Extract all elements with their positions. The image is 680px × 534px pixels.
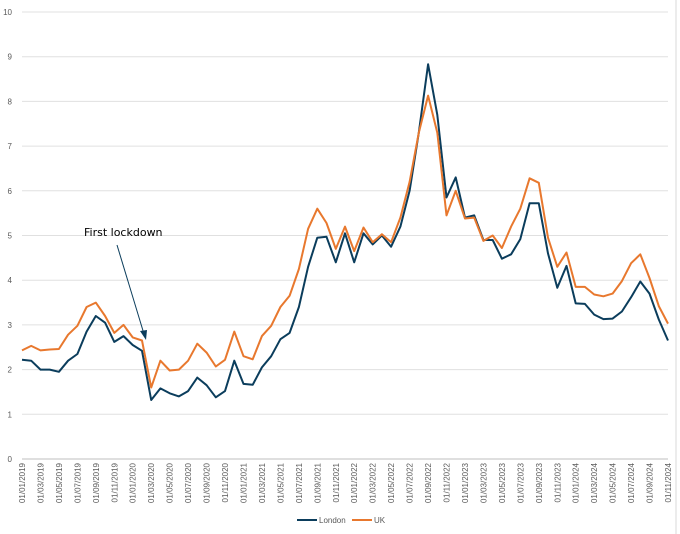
x-tick-label: 01/09/2023 [535, 462, 544, 503]
legend-label-london: London [319, 516, 346, 525]
legend: London UK [297, 516, 386, 525]
x-tick-label: 01/01/2020 [129, 462, 138, 503]
y-tick-label: 3 [8, 321, 13, 330]
series-line-london [21, 63, 669, 401]
y-tick-label: 2 [8, 366, 13, 375]
annotation-first-lockdown: First lockdown [84, 226, 163, 340]
x-tick-label: 01/07/2020 [184, 462, 193, 503]
x-tick-label: 01/05/2023 [498, 462, 507, 503]
x-tick-label: 01/07/2022 [406, 462, 415, 503]
series-points-uk [21, 95, 669, 388]
x-tick-label: 01/05/2020 [166, 462, 175, 503]
x-tick-label: 01/09/2020 [203, 462, 212, 503]
x-tick-label: 01/09/2022 [424, 462, 433, 503]
x-tick-label: 01/11/2021 [332, 462, 341, 502]
x-tick-label: 01/07/2024 [627, 462, 636, 503]
x-tick-label: 01/11/2023 [553, 462, 562, 502]
x-tick-label: 01/01/2024 [572, 462, 581, 503]
y-tick-label: 7 [8, 142, 13, 151]
x-tick-label: 01/11/2024 [664, 462, 673, 502]
series-lines [21, 63, 669, 401]
y-tick-label: 1 [8, 410, 13, 419]
x-tick-label: 01/01/2023 [461, 462, 470, 503]
x-tick-label: 01/11/2020 [221, 462, 230, 502]
x-tick-label: 01/03/2022 [369, 462, 378, 503]
annotation-label: First lockdown [84, 226, 163, 239]
x-tick-label: 01/09/2024 [646, 462, 655, 503]
gridlines [22, 11, 668, 460]
x-axis-ticks: 01/01/2019 01/03/2019 01/05/2019 01/07/2019… [18, 462, 673, 503]
x-tick-label: 01/07/2019 [73, 462, 82, 503]
x-tick-label: 01/07/2023 [516, 462, 525, 503]
legend-label-uk: UK [374, 516, 386, 525]
y-tick-label: 5 [8, 232, 13, 241]
x-tick-label: 01/05/2024 [609, 462, 618, 503]
x-tick-label: 01/09/2019 [92, 462, 101, 503]
x-tick-label: 01/07/2021 [295, 462, 304, 503]
x-tick-label: 01/05/2022 [387, 462, 396, 503]
annotation-arrow [116, 244, 145, 335]
arrow-head-icon [140, 330, 147, 340]
x-tick-label: 01/03/2019 [36, 462, 45, 503]
x-tick-label: 01/03/2024 [590, 462, 599, 503]
x-tick-label: 01/01/2019 [18, 462, 27, 503]
x-tick-label: 01/05/2019 [55, 462, 64, 503]
x-tick-label: 01/03/2021 [258, 462, 267, 503]
y-tick-label: 8 [8, 97, 13, 106]
x-tick-label: 01/09/2021 [313, 462, 322, 503]
y-tick-label: 6 [8, 187, 13, 196]
y-tick-label: 9 [8, 53, 13, 62]
x-tick-label: 01/05/2021 [276, 462, 285, 503]
y-tick-label: 0 [8, 455, 13, 464]
y-tick-label: 4 [8, 276, 13, 285]
x-tick-label: 01/01/2022 [350, 462, 359, 503]
y-axis-ticks: 0 1 2 3 4 5 6 7 8 9 10 [3, 8, 12, 464]
x-tick-label: 01/11/2022 [443, 462, 452, 502]
x-tick-label: 01/03/2020 [147, 462, 156, 503]
series-line-uk [21, 94, 669, 389]
x-tick-label: 01/11/2019 [110, 462, 119, 502]
y-tick-label: 10 [3, 8, 12, 17]
x-tick-label: 01/01/2021 [239, 462, 248, 503]
series-points-london [21, 64, 669, 401]
x-tick-label: 01/03/2023 [479, 462, 488, 503]
